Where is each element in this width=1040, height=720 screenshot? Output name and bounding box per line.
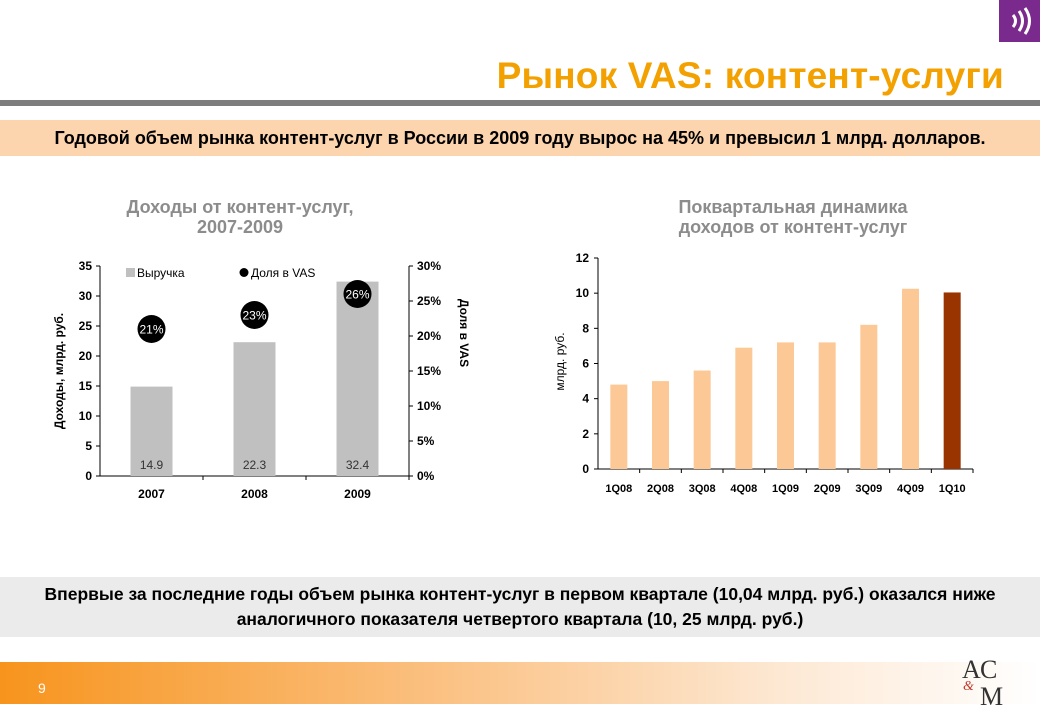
left-y-tick-label: 25 [79, 319, 93, 333]
legend-vas-label: Доля в VAS [251, 266, 315, 280]
legend-revenue-swatch [126, 268, 135, 277]
page-title: Рынок VAS: контент-услуги [496, 55, 1004, 96]
x-tick-label: 2Q08 [647, 483, 674, 495]
y-tick-label: 10 [576, 286, 590, 300]
right-chart-title-line2: доходов от контент-услуг [678, 217, 908, 237]
svg-text:&: & [963, 679, 974, 694]
left-chart-title-line1: Доходы от контент-услуг, [126, 197, 354, 217]
svg-text:A: A [962, 655, 981, 684]
x-tick-label: 2008 [241, 487, 268, 501]
quarter-bar [777, 342, 794, 469]
conclusion-line2: аналогичного показателя четвертого кварт… [236, 609, 804, 629]
x-tick-label: 3Q08 [689, 483, 716, 495]
revenue-bar-label: 14.9 [140, 458, 164, 472]
svg-text:C: C [980, 655, 997, 684]
left-y-tick-label: 20 [79, 349, 93, 363]
legend-vas-swatch [239, 268, 249, 277]
footer-bar [0, 662, 1040, 704]
x-tick-label: 4Q09 [897, 483, 924, 495]
left-y-tick-label: 35 [79, 259, 93, 273]
left-chart-title: Доходы от контент-услуг, 2007-2009 [60, 197, 420, 237]
right-y-tick-label: 15% [417, 364, 441, 378]
x-tick-label: 2007 [138, 487, 165, 501]
left-chart-title-line2: 2007-2009 [196, 217, 284, 237]
conclusion-line1: Впервые за последние годы объем рынка ко… [44, 584, 996, 604]
right-chart-title-line1: Поквартальная динамика [678, 197, 908, 217]
svg-text:M: M [980, 682, 1003, 708]
x-tick-label: 1Q10 [939, 483, 966, 495]
y-tick-label: 8 [582, 321, 589, 335]
left-y-tick-label: 0 [85, 469, 92, 483]
revenue-bar [336, 281, 379, 476]
acm-logo: A C & M [962, 655, 1003, 708]
left-y-tick-label: 5 [85, 439, 92, 453]
quarterly-chart: 0 2 4 6 8 10 12 1Q08 2Q08 3Q08 4Q08 1Q09 2Q09 3Q09 4Q0… [553, 251, 974, 495]
revenue-bar-label: 32.4 [346, 458, 370, 472]
left-y-tick-label: 30 [79, 289, 93, 303]
y-tick-label: 0 [582, 462, 589, 476]
right-chart-title: Поквартальная динамика доходов от контен… [613, 197, 973, 237]
brand-logo [999, 0, 1040, 42]
vas-share-dot [240, 301, 269, 329]
quarter-bar [693, 370, 711, 469]
page-number: 9 [38, 680, 46, 696]
quarter-bar [943, 292, 961, 469]
quarter-bar [860, 324, 878, 469]
right-y-tick-label: 10% [417, 399, 441, 413]
y-tick-label: 2 [582, 427, 589, 441]
right-y-tick-label: 20% [417, 329, 441, 343]
revenue-chart: 0 5 10 15 20 25 30 35 0% 5% 10% 15% 20% 25% 30% 14.9 200… [52, 259, 471, 501]
x-tick-label: 2Q09 [814, 483, 841, 495]
x-tick-label: 3Q09 [855, 483, 882, 495]
x-tick-label: 2009 [344, 487, 371, 501]
right-y-tick-label: 25% [417, 294, 441, 308]
conclusion-banner: Впервые за последние годы объем рынка ко… [0, 577, 1040, 637]
sound-waves-icon [1011, 7, 1031, 35]
right-y-tick-label: 5% [417, 434, 435, 448]
left-y-tick-label: 10 [79, 409, 93, 423]
revenue-bar [130, 386, 173, 476]
y-tick-label: 6 [582, 357, 589, 371]
x-tick-label: 1Q09 [772, 483, 799, 495]
right-y-tick-label: 30% [417, 259, 441, 273]
right-y-tick-label: 0% [417, 469, 435, 483]
y-axis-title: млрд. руб. [553, 332, 567, 390]
left-y-axis-title: Доходы, млрд. руб. [52, 313, 66, 429]
x-tick-label: 1Q08 [605, 483, 632, 495]
vas-share-dot [137, 315, 166, 343]
quarter-bar [818, 342, 836, 469]
right-y-axis-title: Доля в VAS [457, 299, 471, 367]
summary-banner: Годовой объем рынка контент-услуг в Росс… [0, 120, 1040, 156]
revenue-bar-label: 22.3 [243, 458, 267, 472]
legend-revenue-label: Выручка [137, 266, 185, 280]
vas-share-label: 26% [345, 288, 369, 302]
left-y-tick-label: 15 [79, 379, 93, 393]
vas-share-label: 21% [139, 323, 163, 337]
quarter-bar [610, 384, 628, 469]
title-divider [0, 100, 1040, 106]
revenue-bar [233, 342, 276, 476]
vas-share-label: 23% [242, 309, 266, 323]
vas-share-dot [343, 280, 372, 308]
quarter-bar [902, 288, 919, 469]
quarter-bar [652, 381, 669, 469]
quarter-bar [735, 347, 753, 469]
x-tick-label: 4Q08 [730, 483, 757, 495]
y-tick-label: 4 [582, 392, 589, 406]
y-tick-label: 12 [576, 251, 590, 265]
